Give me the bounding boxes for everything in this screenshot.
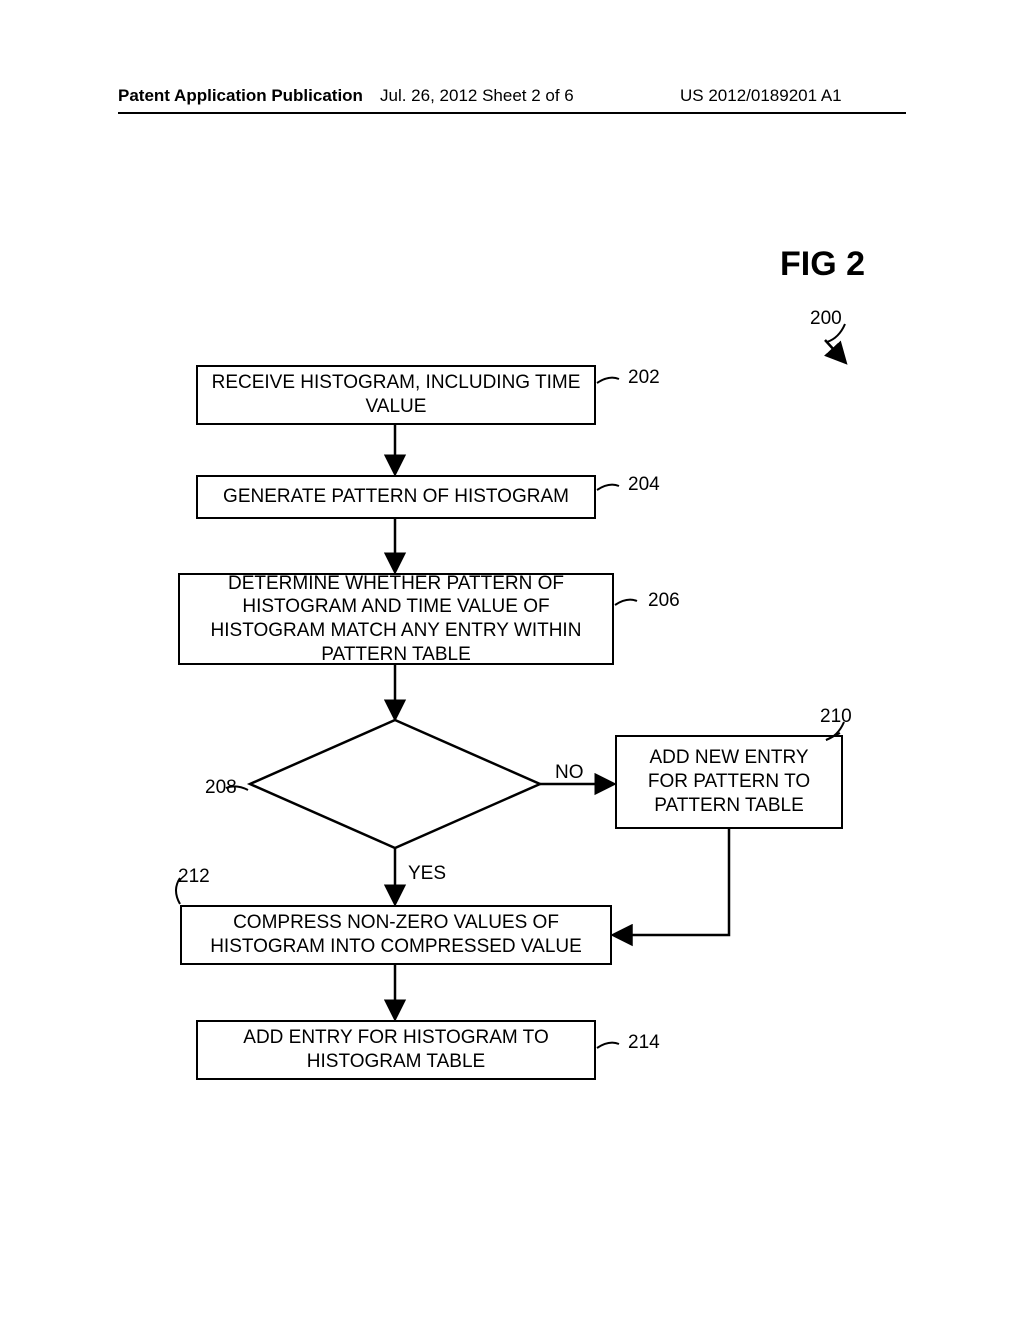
- header-right: US 2012/0189201 A1: [680, 86, 842, 106]
- flowchart-svg: [0, 290, 1024, 1250]
- header-mid: Jul. 26, 2012 Sheet 2 of 6: [380, 86, 574, 106]
- flowchart: 200 210 RECEIVE HISTOGRAM, INCLUDING TIM…: [0, 290, 1024, 1250]
- page: Patent Application Publication Jul. 26, …: [0, 0, 1024, 1320]
- header-rule: [118, 112, 906, 114]
- figure-title: FIG 2: [780, 245, 865, 284]
- header-left: Patent Application Publication: [118, 86, 363, 106]
